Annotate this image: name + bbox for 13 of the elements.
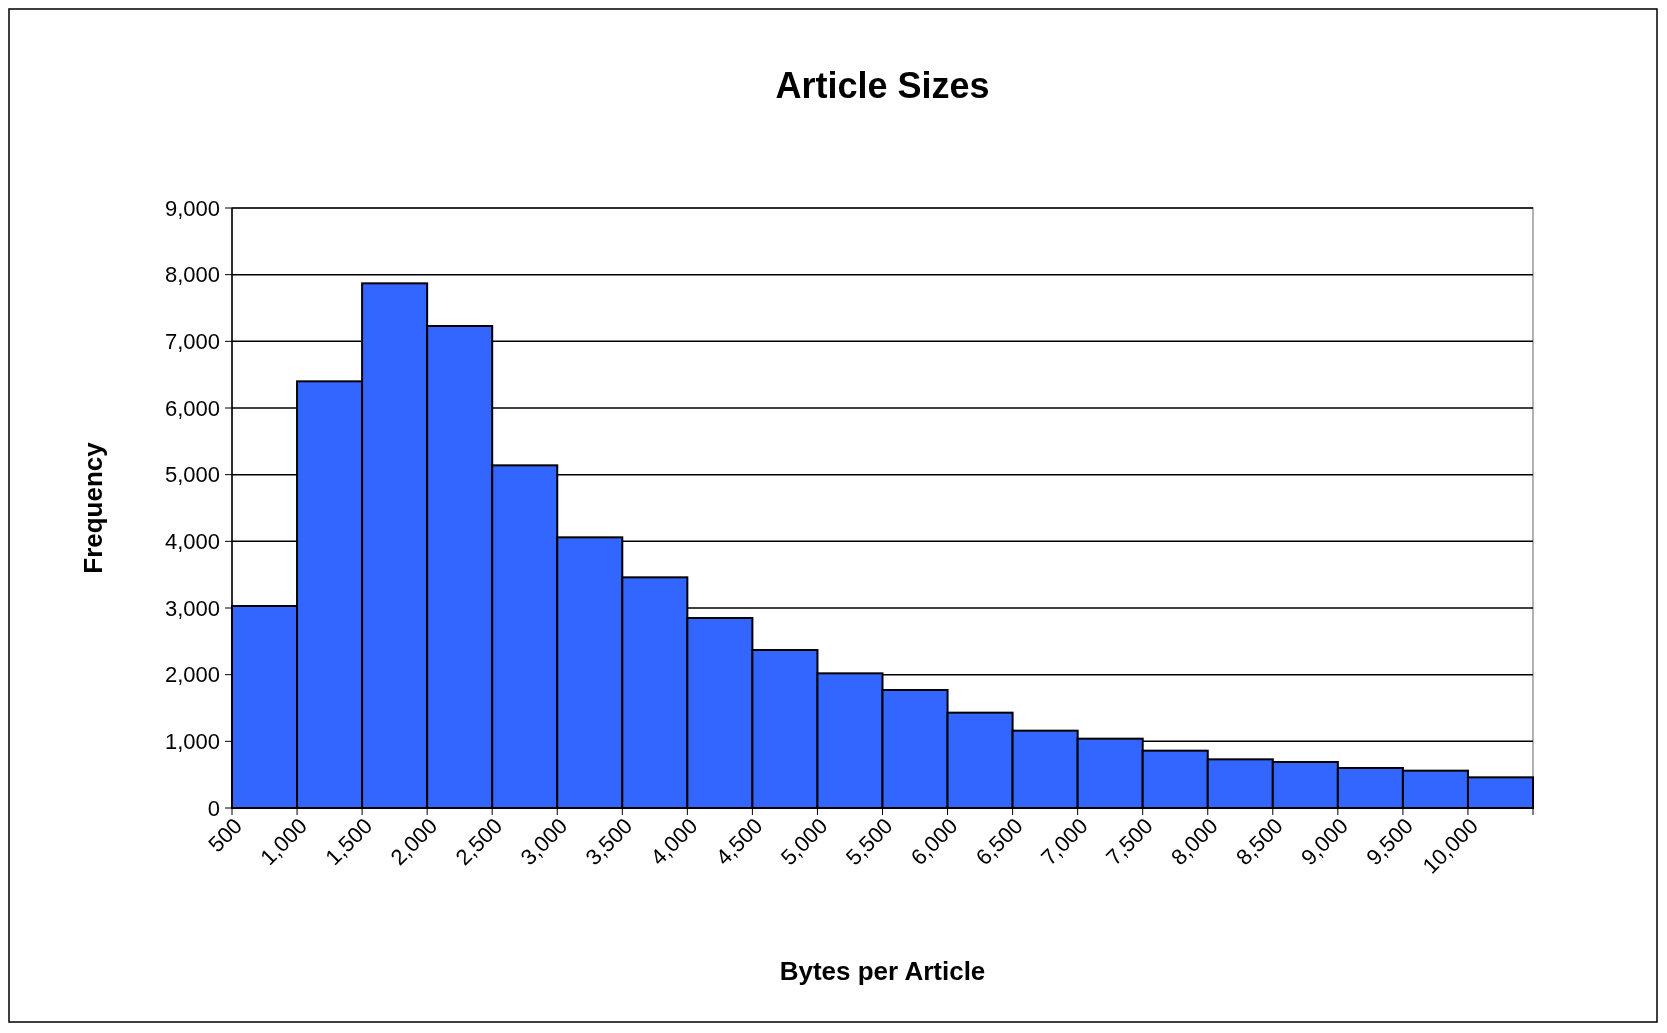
y-tick-label: 6,000 [164,395,220,421]
y-tick-label: 3,000 [164,595,220,621]
y-tick-label: 7,000 [164,329,220,355]
y-tick-label: 8,000 [164,262,220,288]
y-tick-label: 1,000 [164,729,220,755]
x-axis-title: Bytes per Article [779,956,986,986]
y-tick-label: 5,000 [164,462,220,488]
y-axis-title: Frequency [78,441,108,574]
y-tick-label: 4,000 [164,529,220,555]
y-tick-label: 9,000 [164,195,220,221]
chart-title: Article Sizes [775,65,990,106]
y-tick-label: 0 [207,795,220,821]
y-tick-label: 2,000 [164,662,220,688]
